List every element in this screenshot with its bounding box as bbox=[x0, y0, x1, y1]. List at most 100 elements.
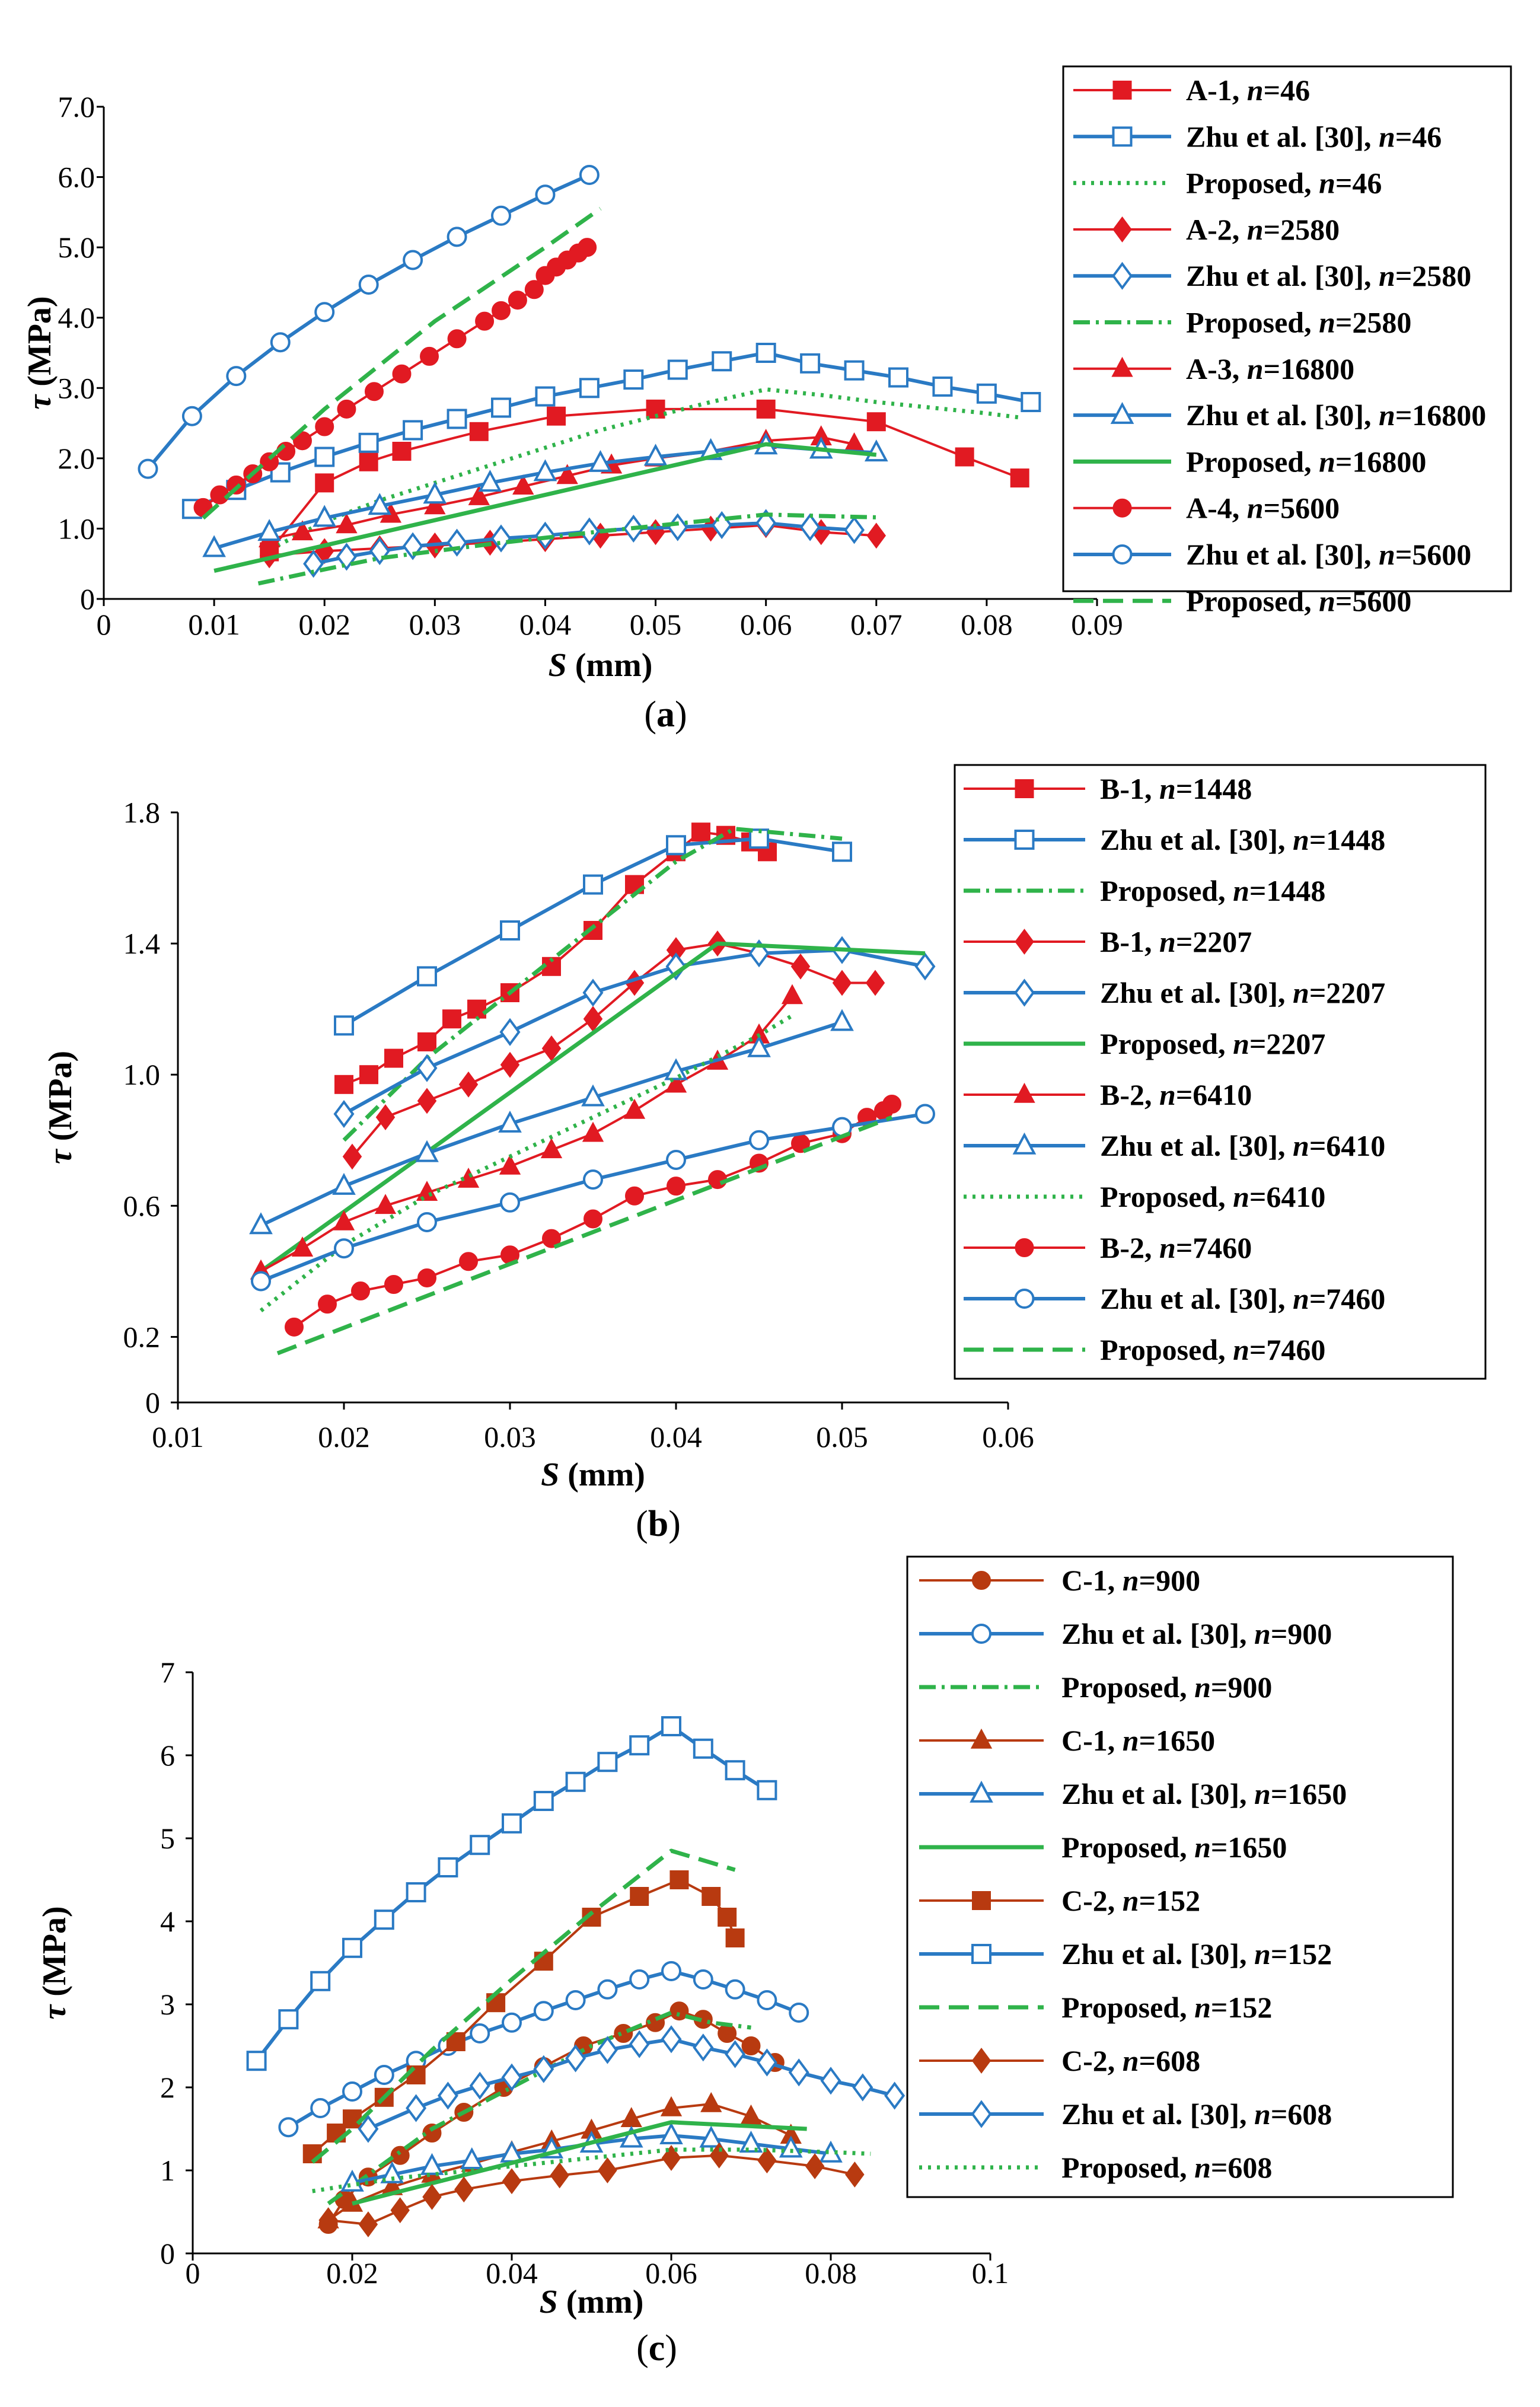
data-point bbox=[535, 184, 556, 205]
data-point bbox=[669, 2001, 689, 2021]
data-point bbox=[293, 431, 312, 451]
series-a-5 bbox=[257, 512, 876, 586]
series-c-7 bbox=[246, 1716, 777, 2071]
legend-label: Proposed, n=2207 bbox=[1100, 1027, 1325, 1060]
y-axis-label: τ (MPa) bbox=[42, 1051, 79, 1164]
series-b-11 bbox=[276, 1115, 893, 1356]
data-point bbox=[844, 516, 865, 544]
data-point bbox=[138, 458, 158, 479]
series-a-7 bbox=[202, 432, 888, 557]
data-point bbox=[291, 520, 314, 541]
data-point bbox=[630, 1887, 649, 1906]
legend-marker bbox=[1014, 830, 1035, 850]
legend-marker bbox=[1014, 1289, 1035, 1309]
data-point bbox=[661, 1716, 681, 1736]
series-a-11 bbox=[202, 207, 602, 520]
data-point bbox=[832, 841, 852, 862]
data-point bbox=[460, 2147, 484, 2169]
data-point bbox=[565, 1990, 586, 2010]
legend-label: Zhu et al. [30], n=6410 bbox=[1100, 1129, 1385, 1162]
data-point bbox=[358, 274, 379, 295]
x-tick-label: 0.04 bbox=[519, 608, 572, 641]
data-point bbox=[582, 978, 604, 1007]
data-point bbox=[718, 2024, 737, 2043]
data-point bbox=[259, 542, 279, 569]
series-a-8 bbox=[213, 442, 877, 573]
data-point bbox=[844, 360, 865, 381]
data-point bbox=[470, 1835, 490, 1856]
data-point bbox=[614, 2024, 633, 2043]
y-tick-label: 3 bbox=[160, 1988, 175, 2021]
legend-label: Proposed, n=1448 bbox=[1100, 874, 1325, 907]
data-point bbox=[315, 417, 334, 436]
series-b-10 bbox=[251, 1104, 935, 1292]
data-point bbox=[415, 1140, 439, 1162]
data-point bbox=[820, 2067, 841, 2095]
y-tick-label: 0 bbox=[145, 1386, 160, 1419]
panel-label: (c) bbox=[636, 2328, 677, 2368]
data-point bbox=[374, 1194, 397, 1214]
legend-marker bbox=[1112, 262, 1133, 290]
legend-marker bbox=[1014, 978, 1035, 1007]
data-point bbox=[542, 1229, 561, 1248]
data-point bbox=[955, 447, 974, 467]
data-point bbox=[866, 412, 886, 432]
data-point bbox=[534, 521, 556, 550]
data-point bbox=[757, 2147, 777, 2174]
data-point bbox=[375, 1104, 396, 1131]
legend-marker bbox=[970, 1780, 993, 1803]
y-tick-label: 7 bbox=[160, 1656, 175, 1689]
data-point bbox=[533, 459, 557, 482]
data-point bbox=[540, 1138, 563, 1159]
legend-marker bbox=[971, 1944, 991, 1964]
x-tick-label: 0.06 bbox=[740, 608, 792, 641]
series-line bbox=[352, 2120, 807, 2206]
data-point bbox=[314, 447, 335, 467]
legend-label: Zhu et al. [30], n=16800 bbox=[1186, 398, 1486, 432]
series-line bbox=[312, 2147, 871, 2194]
legend-marker bbox=[1015, 779, 1034, 798]
series-b-8 bbox=[259, 1013, 793, 1312]
series-b-2 bbox=[342, 827, 843, 1142]
series-c-8 bbox=[311, 1848, 736, 2164]
legend-label: Zhu et al. [30], n=2580 bbox=[1186, 259, 1471, 292]
data-point bbox=[535, 386, 556, 407]
data-point bbox=[1010, 468, 1029, 488]
data-point bbox=[359, 1065, 378, 1085]
data-point bbox=[342, 1143, 362, 1170]
legend-label: Zhu et al. [30], n=608 bbox=[1061, 2097, 1332, 2131]
data-point bbox=[492, 301, 511, 320]
data-point bbox=[459, 1252, 478, 1271]
series-line bbox=[276, 1115, 893, 1356]
legend: B-1, n=1448 Zhu et al. [30], n=1448 Propos… bbox=[954, 764, 1487, 1380]
series-line bbox=[213, 442, 877, 573]
data-point bbox=[533, 1791, 554, 1811]
data-point bbox=[278, 2117, 299, 2138]
legend-label: Proposed, n=5600 bbox=[1186, 584, 1411, 617]
data-point bbox=[417, 1268, 436, 1287]
data-point bbox=[693, 1969, 713, 1990]
data-point bbox=[718, 1908, 737, 1927]
data-point bbox=[470, 2023, 490, 2043]
x-tick-label: 0.08 bbox=[805, 2256, 857, 2290]
x-tick-label: 0.03 bbox=[484, 1420, 536, 1453]
x-tick-label: 0.07 bbox=[850, 608, 903, 641]
data-point bbox=[830, 1009, 854, 1031]
y-tick-label: 1.0 bbox=[58, 512, 95, 545]
legend-label: Proposed, n=900 bbox=[1061, 1670, 1272, 1704]
series-line bbox=[327, 2010, 751, 2205]
data-point bbox=[659, 2122, 683, 2144]
data-point bbox=[423, 482, 447, 504]
data-point bbox=[181, 406, 202, 426]
data-point bbox=[251, 1271, 271, 1292]
data-point bbox=[374, 1909, 394, 1930]
chart-panel-a: 0 0.01 0.02 0.03 0.04 0.05 0.06 0.07 0.08 0.09 0 1.… bbox=[21, 65, 1512, 735]
x-tick-label: 0.06 bbox=[645, 2256, 697, 2290]
data-point bbox=[565, 2044, 586, 2073]
data-point bbox=[661, 1961, 681, 1981]
x-tick-label: 0 bbox=[97, 608, 111, 641]
legend-label: Zhu et al. [30], n=1650 bbox=[1061, 1777, 1347, 1810]
series-c-2 bbox=[327, 2010, 751, 2205]
y-tick-label: 7.0 bbox=[58, 90, 95, 123]
data-point bbox=[725, 1928, 745, 1947]
